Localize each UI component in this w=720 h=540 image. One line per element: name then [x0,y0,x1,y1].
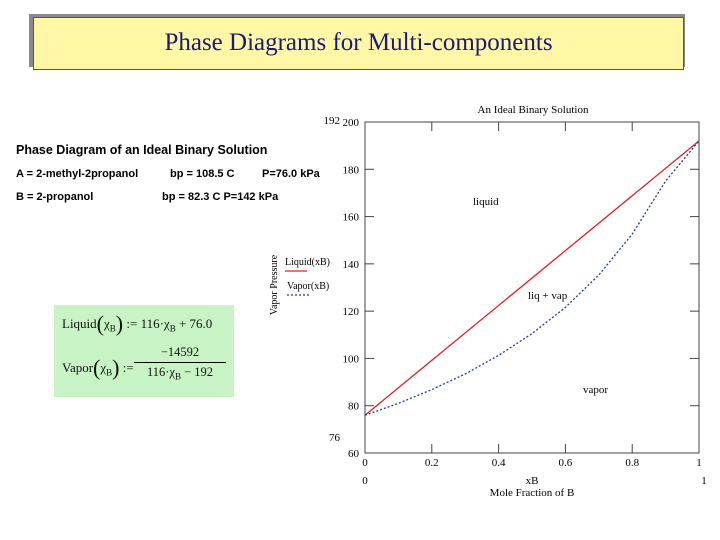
liquid-formula: Liquid(χB) := 116·χB + 76.0 [62,311,213,336]
chart-title: An Ideal Binary Solution [478,104,589,116]
vapor-chi-sub: B [106,367,113,378]
y-axis-label: Vapor Pressure [269,254,280,315]
component-a-bp: bp = 108.5 C [170,168,235,180]
y-tick-label: 100 [343,353,360,365]
region-liq-vap: liq + vap [528,290,568,302]
info-heading: Phase Diagram of an Ideal Binary Solutio… [16,143,268,157]
liquid-chi-sub: B [109,323,116,334]
x-tick-label: 0 [362,457,368,469]
y-extra-low: 76 [329,432,341,444]
y-tick-label: 120 [343,306,360,318]
vapor-denominator: 116·χB − 192 [134,365,226,382]
liquid-tail: + 76.0 [178,316,213,331]
legend-vapor: Vapor(xB) [287,281,329,292]
y-extra-top: 192 [324,115,341,127]
x-tick-label: 0.2 [425,457,439,469]
legend-liquid: Liquid(xB) [285,257,330,268]
vapor-curve [364,140,700,416]
component-a-label: A = 2-methyl-2propanol [16,168,139,180]
liquid-line [364,140,700,416]
y-tick-label: 180 [343,164,360,176]
fraction-bar [134,362,226,363]
x-tick-label: 0.6 [559,457,573,469]
region-liquid: liquid [473,196,499,208]
x-extra-left: 0 [362,475,368,487]
title-box: Phase Diagrams for Multi-components [33,17,684,70]
vapor-chi: χ [100,360,107,375]
vapor-den-main: 116·χ [146,365,175,379]
x-tick-label: 0.4 [492,457,506,469]
y-tick-label: 160 [343,212,360,224]
liquid-func-name: Liquid [62,316,97,331]
component-b-bp-pressure: bp = 82.3 C P=142 kPa [162,191,279,203]
x-tick-label: 1 [696,457,702,469]
axis-ticks: 60 80 100 120 140 160 180 200 0 0.2 0.4 0.6 0.8 1 [343,117,702,469]
liquid-rhs: := 116·χ [126,316,170,331]
vapor-den-tail: − 192 [184,365,214,379]
vapor-fraction: −14592 116·χB − 192 [134,345,226,382]
slide-title: Phase Diagrams for Multi-components [164,29,553,56]
x-extra-right: 1 [701,475,707,487]
liquid-rhs-sub: B [169,323,176,334]
plot-frame [364,121,700,454]
vapor-func-name: Vapor [62,360,94,375]
x-tick-label: 0.8 [625,457,639,469]
component-a-pressure: P=76.0 kPa [262,168,320,180]
region-vapor: vapor [583,384,608,396]
y-tick-label: 200 [343,117,360,129]
y-tick-label: 140 [343,259,360,271]
vapor-assign: := [122,360,134,375]
x-axis-label: xB [526,475,539,487]
x-axis-label-2: Mole Fraction of B [490,487,575,499]
vapor-numerator: −14592 [160,345,200,359]
formula-box: Liquid(χB) := 116·χB + 76.0 Vapor(χB) :=… [54,305,234,397]
component-b-label: B = 2-propanol [16,191,94,203]
series-lines [364,140,700,416]
vapor-den-sub: B [174,371,181,382]
y-tick-label: 80 [348,401,360,413]
liquid-chi: χ [104,316,110,331]
vapor-formula-lhs: Vapor(χB) := [62,355,134,380]
y-tick-label: 60 [348,448,360,460]
